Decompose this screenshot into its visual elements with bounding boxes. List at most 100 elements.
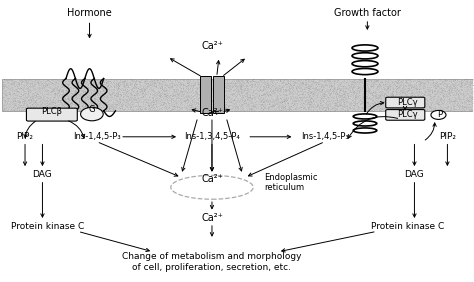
Point (29, 96, 37, 100)
Point (89, 104, 97, 109)
Point (82, 104, 90, 109)
Point (203, 95, 211, 99)
Point (173, 83, 181, 88)
Point (126, 101, 134, 105)
Point (388, 91, 396, 96)
Point (241, 81, 249, 86)
Point (91, 95, 99, 100)
Point (188, 105, 196, 109)
Point (18, 87, 26, 92)
Point (418, 91, 425, 96)
Point (27, 105, 35, 110)
Point (355, 108, 363, 113)
Point (291, 76, 298, 81)
Point (371, 92, 378, 97)
Point (90, 87, 98, 92)
Point (36, 86, 43, 91)
Point (390, 108, 397, 113)
Point (177, 97, 185, 102)
Point (364, 89, 372, 94)
Point (200, 94, 208, 98)
Point (233, 91, 241, 95)
Point (49, 99, 57, 104)
Point (281, 76, 289, 81)
Point (81, 89, 88, 94)
Point (137, 80, 144, 85)
Point (138, 86, 146, 91)
Point (114, 83, 122, 87)
Point (445, 87, 453, 91)
Point (246, 91, 254, 96)
Point (256, 83, 264, 88)
Point (442, 78, 450, 83)
Point (126, 81, 134, 85)
Point (304, 105, 312, 110)
Point (297, 88, 305, 92)
Point (69, 94, 77, 99)
Point (222, 98, 229, 102)
Point (221, 105, 229, 110)
Point (359, 100, 367, 105)
Point (268, 91, 276, 95)
Point (88, 106, 95, 111)
Point (293, 94, 301, 99)
Point (146, 105, 154, 110)
Point (392, 85, 400, 89)
Point (297, 91, 304, 96)
Point (75, 103, 83, 107)
Point (385, 95, 392, 99)
Point (363, 103, 371, 107)
Point (77, 78, 85, 82)
Point (146, 100, 153, 104)
Point (279, 80, 287, 85)
Point (148, 92, 156, 97)
Point (442, 89, 449, 93)
Point (124, 100, 131, 104)
Point (136, 106, 144, 111)
Point (406, 102, 414, 106)
Point (3, 100, 11, 104)
Point (27, 85, 34, 89)
Point (97, 97, 104, 102)
Point (137, 86, 144, 91)
Point (56, 98, 64, 102)
Point (35, 84, 43, 89)
Point (376, 79, 383, 84)
Point (12, 78, 20, 83)
Point (363, 82, 371, 86)
Point (189, 93, 197, 98)
Point (12, 103, 19, 108)
Point (86, 89, 93, 93)
Point (402, 81, 410, 85)
Point (68, 89, 76, 94)
Point (330, 78, 337, 82)
Point (224, 105, 231, 110)
Point (48, 100, 56, 104)
Point (414, 102, 421, 106)
Point (59, 93, 66, 98)
Point (64, 97, 72, 101)
Point (234, 98, 241, 103)
Point (349, 81, 356, 85)
Point (114, 100, 121, 104)
Point (332, 88, 340, 92)
Point (240, 100, 247, 104)
Point (145, 103, 153, 107)
Point (414, 98, 422, 102)
Point (266, 88, 273, 92)
Point (311, 90, 319, 95)
Point (296, 96, 304, 101)
Point (440, 82, 448, 87)
Point (370, 82, 377, 86)
Point (455, 98, 463, 102)
Point (411, 86, 419, 91)
Point (459, 106, 467, 111)
Point (385, 100, 392, 105)
Point (345, 86, 353, 90)
Point (192, 105, 200, 110)
Point (294, 83, 302, 88)
Point (374, 105, 382, 110)
Point (425, 92, 433, 96)
Point (105, 108, 112, 113)
Point (107, 84, 114, 89)
